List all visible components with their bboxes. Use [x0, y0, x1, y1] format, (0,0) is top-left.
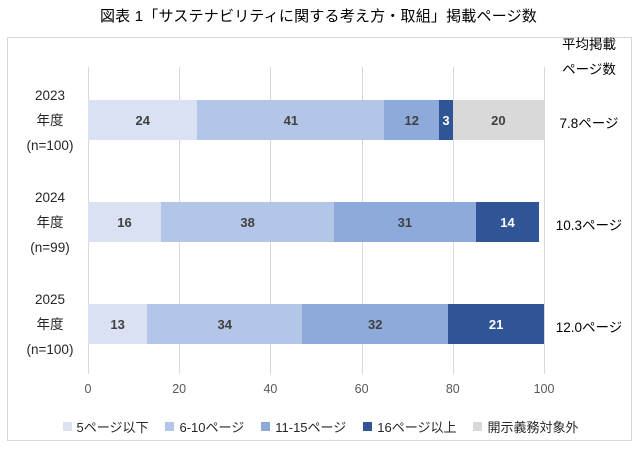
bar-segment: 41 — [197, 100, 385, 140]
category-label-line: (n=100) — [26, 341, 74, 357]
average-header-line1: 平均掲載 — [562, 37, 616, 52]
chart-legend: 5ページ以下 6-10ページ 11-15ページ 16ページ以上 開示義務対象外 — [8, 417, 633, 436]
average-pages-value: 12.0ページ — [555, 320, 623, 335]
legend-label: 6-10ページ — [179, 420, 245, 435]
category-label-line: 2025 — [34, 291, 66, 307]
category-label-line: (n=99) — [30, 239, 70, 255]
chart-title: 図表 1「サステナビリティに関する考え方・取組」掲載ページ数 — [99, 8, 537, 25]
legend-label: 開示義務対象外 — [487, 420, 579, 435]
category-label-line: (n=100) — [26, 137, 74, 153]
legend-marker-icon — [62, 422, 72, 431]
x-axis-tick-label: 20 — [172, 382, 187, 396]
bar-segment: 13 — [88, 304, 148, 344]
bar-segment: 14 — [475, 202, 540, 242]
bar-segment: 12 — [384, 100, 440, 140]
average-pages-column-header: 平均掲載 ページ数 — [548, 32, 630, 82]
legend-label: 11-15ページ — [275, 420, 347, 435]
legend-marker-icon — [165, 422, 175, 431]
category-label-line: 年度 — [36, 316, 64, 332]
legend-marker-icon — [261, 422, 271, 431]
gridline-100 — [544, 67, 545, 374]
x-axis-tick-label: 60 — [354, 382, 369, 396]
average-pages-value: 7.8ページ — [559, 116, 619, 131]
legend-label: 5ページ以下 — [76, 420, 149, 435]
category-label-line: 2023 — [34, 87, 66, 103]
bar-row: 16 38 31 14 — [88, 202, 544, 242]
bar-segment: 34 — [147, 304, 303, 344]
x-axis-tick-label: 100 — [533, 382, 555, 396]
bar-segment: 38 — [160, 202, 335, 242]
bar-segment: 31 — [334, 202, 476, 242]
bar-segment: 24 — [88, 100, 198, 140]
x-axis-tick-label: 40 — [263, 382, 278, 396]
category-label-line: 2024 — [34, 189, 66, 205]
bar-segment: 21 — [448, 304, 544, 344]
chart-plot-area-box: 平均掲載 ページ数 24 41 12 3 20 16 38 31 14 13 34 32 21 2023… — [7, 37, 632, 441]
category-label: 2025 年度 (n=100) — [16, 287, 84, 362]
legend-item: 11-15ページ — [261, 417, 346, 436]
x-axis-tick-label: 0 — [84, 382, 92, 396]
legend-item: 6-10ページ — [165, 417, 244, 436]
bar-segment: 16 — [88, 202, 161, 242]
bar-segment: 3 — [439, 100, 453, 140]
bar-row: 24 41 12 3 20 — [88, 100, 544, 140]
x-axis-tick-label: 80 — [445, 382, 460, 396]
legend-marker-icon — [363, 422, 373, 431]
category-label: 2023 年度 (n=100) — [16, 83, 84, 158]
legend-item: 16ページ以上 — [363, 417, 456, 436]
category-label-line: 年度 — [36, 112, 64, 128]
category-label-line: 年度 — [36, 214, 64, 230]
category-label: 2024 年度 (n=99) — [16, 185, 84, 260]
legend-label: 16ページ以上 — [377, 420, 457, 435]
legend-item: 5ページ以下 — [62, 417, 149, 436]
average-pages-value: 10.3ページ — [555, 218, 623, 233]
bar-row: 13 34 32 21 — [88, 304, 544, 344]
bar-segment: 32 — [302, 304, 449, 344]
plot-area: 24 41 12 3 20 16 38 31 14 13 34 32 21 — [88, 67, 545, 374]
bar-segment: 20 — [452, 100, 544, 140]
legend-marker-icon — [473, 422, 483, 431]
legend-item: 開示義務対象外 — [473, 417, 579, 436]
average-header-line2: ページ数 — [562, 62, 616, 77]
